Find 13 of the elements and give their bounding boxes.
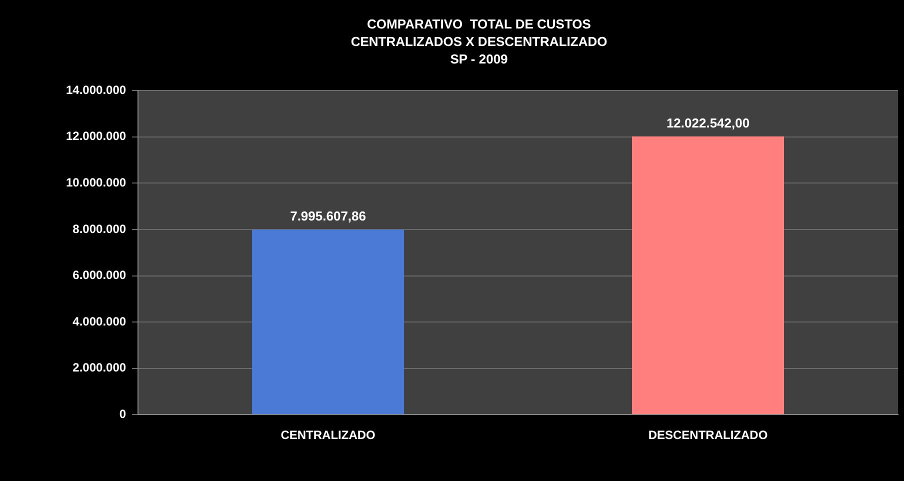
y-tick-label: 4.000.000 (72, 314, 126, 328)
y-tick-label: 12.000.000 (66, 129, 126, 144)
data-label: 12.022.542,00 (666, 115, 750, 130)
x-tick-label: CENTRALIZADO (280, 428, 376, 442)
x-tick-label: DESCENTRALIZADO (648, 428, 768, 442)
y-tick-label: 2.000.000 (72, 360, 126, 375)
chart-title: COMPARATIVO TOTAL DE CUSTOS CENTRALIZADOS X DESCENTRALIZADO SP - 2009 (350, 16, 608, 66)
y-tick-label: 0 (119, 406, 126, 421)
y-tick-label: 14.000.000 (66, 82, 126, 97)
y-tick-label: 10.000.000 (66, 176, 126, 190)
y-tick-label: 8.000.000 (72, 222, 126, 236)
y-tick-label: 6.000.000 (72, 268, 126, 282)
data-label: 7.995.607,86 (290, 208, 366, 224)
